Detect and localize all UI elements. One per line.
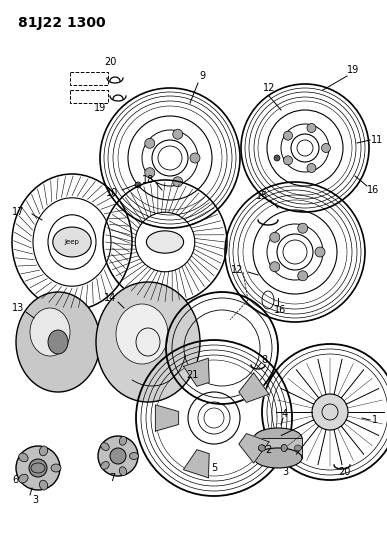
Ellipse shape bbox=[30, 308, 70, 356]
Polygon shape bbox=[183, 450, 209, 478]
Text: 81J22 1300: 81J22 1300 bbox=[18, 16, 106, 30]
Text: 3: 3 bbox=[282, 467, 288, 477]
Ellipse shape bbox=[19, 453, 28, 462]
Circle shape bbox=[298, 271, 308, 281]
Ellipse shape bbox=[130, 453, 139, 459]
Circle shape bbox=[29, 459, 47, 477]
Circle shape bbox=[322, 143, 330, 152]
Text: 9: 9 bbox=[199, 71, 205, 81]
Circle shape bbox=[173, 177, 183, 187]
Circle shape bbox=[98, 436, 138, 476]
Text: 1: 1 bbox=[372, 415, 378, 425]
Text: 8: 8 bbox=[261, 355, 267, 365]
Text: 15: 15 bbox=[256, 191, 268, 201]
Circle shape bbox=[298, 223, 308, 233]
Circle shape bbox=[173, 129, 183, 139]
Text: 4: 4 bbox=[282, 409, 288, 419]
Ellipse shape bbox=[19, 474, 28, 483]
Ellipse shape bbox=[254, 448, 302, 468]
Ellipse shape bbox=[281, 445, 287, 451]
Text: 3: 3 bbox=[32, 495, 38, 505]
Ellipse shape bbox=[53, 227, 91, 257]
Text: Jeep: Jeep bbox=[65, 239, 79, 245]
Ellipse shape bbox=[259, 445, 265, 451]
Text: 10: 10 bbox=[106, 188, 118, 198]
Ellipse shape bbox=[51, 464, 61, 472]
Text: 5: 5 bbox=[211, 463, 217, 473]
Ellipse shape bbox=[96, 282, 200, 402]
Ellipse shape bbox=[295, 445, 301, 451]
Text: 17: 17 bbox=[12, 207, 24, 217]
Circle shape bbox=[110, 448, 126, 464]
Polygon shape bbox=[183, 358, 209, 386]
Text: 16: 16 bbox=[367, 185, 379, 195]
Ellipse shape bbox=[119, 437, 127, 445]
Circle shape bbox=[270, 232, 280, 243]
Text: 16: 16 bbox=[274, 305, 286, 315]
Circle shape bbox=[284, 131, 293, 140]
Text: 19: 19 bbox=[347, 65, 359, 75]
Ellipse shape bbox=[254, 428, 302, 448]
Circle shape bbox=[284, 156, 293, 165]
Ellipse shape bbox=[259, 445, 265, 451]
Ellipse shape bbox=[281, 445, 287, 451]
Circle shape bbox=[307, 124, 316, 133]
Bar bbox=[254, 438, 302, 458]
Ellipse shape bbox=[39, 446, 48, 456]
Text: 2: 2 bbox=[265, 445, 271, 455]
Circle shape bbox=[145, 168, 155, 177]
Ellipse shape bbox=[116, 304, 168, 364]
Circle shape bbox=[135, 182, 141, 188]
Polygon shape bbox=[239, 373, 269, 402]
Text: 12: 12 bbox=[263, 83, 275, 93]
Text: 18: 18 bbox=[142, 175, 154, 185]
Ellipse shape bbox=[101, 462, 109, 469]
Text: 12: 12 bbox=[231, 265, 243, 275]
Text: 7: 7 bbox=[109, 473, 115, 483]
Circle shape bbox=[274, 155, 280, 161]
Polygon shape bbox=[156, 405, 178, 431]
Text: 21: 21 bbox=[186, 370, 198, 380]
Circle shape bbox=[190, 153, 200, 163]
Text: 20: 20 bbox=[338, 467, 350, 477]
Circle shape bbox=[270, 262, 280, 272]
Ellipse shape bbox=[101, 443, 109, 450]
Ellipse shape bbox=[16, 292, 100, 392]
Polygon shape bbox=[239, 434, 269, 463]
Text: 13: 13 bbox=[12, 303, 24, 313]
Text: 11: 11 bbox=[371, 135, 383, 145]
Ellipse shape bbox=[39, 480, 48, 490]
Circle shape bbox=[16, 446, 60, 490]
Circle shape bbox=[315, 247, 325, 257]
Text: 14: 14 bbox=[104, 293, 116, 303]
Circle shape bbox=[145, 138, 155, 148]
Ellipse shape bbox=[146, 231, 183, 253]
Ellipse shape bbox=[119, 467, 127, 475]
Text: 20: 20 bbox=[104, 57, 116, 67]
Circle shape bbox=[312, 394, 348, 430]
Ellipse shape bbox=[48, 330, 68, 354]
Text: 6: 6 bbox=[12, 475, 18, 485]
Text: 19: 19 bbox=[94, 103, 106, 113]
Circle shape bbox=[307, 164, 316, 173]
